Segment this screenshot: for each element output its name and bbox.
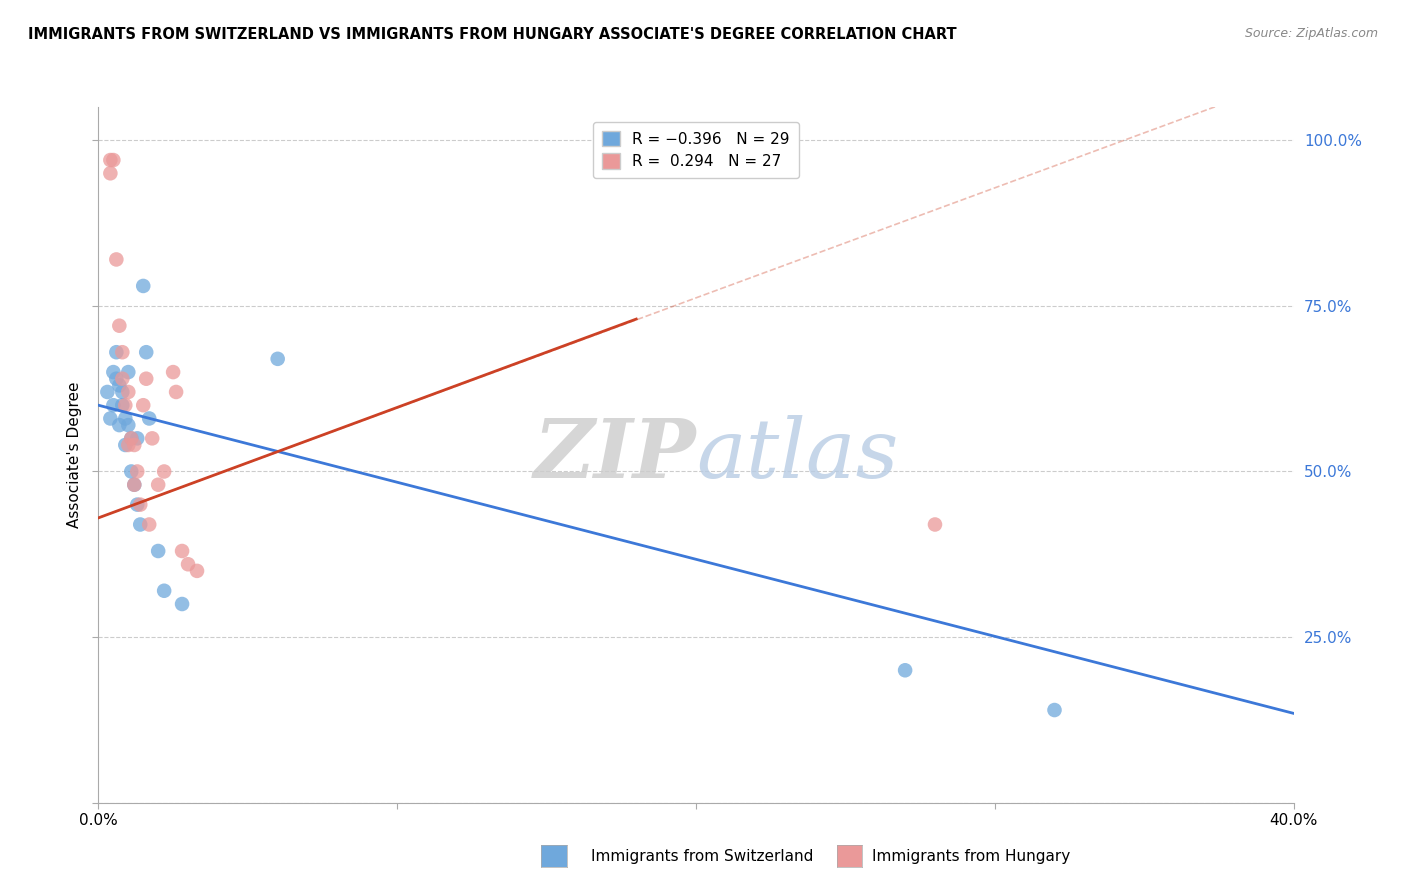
Point (186, 564, 208, 578)
Point (127, 431, 149, 445)
Y-axis label: Associate's Degree: Associate's Degree (66, 382, 82, 528)
Point (114, 438, 136, 452)
Point (153, 583, 176, 598)
Point (127, 465, 149, 479)
Point (177, 558, 200, 572)
Point (124, 477, 146, 491)
Point (103, 153, 125, 167)
Point (172, 544, 194, 558)
Point (114, 411, 136, 425)
Point (108, 378, 131, 392)
Point (267, 351, 290, 366)
Text: Immigrants from Hungary: Immigrants from Hungary (872, 849, 1070, 863)
Point (120, 431, 142, 445)
Point (111, 345, 134, 359)
Point (165, 384, 187, 399)
Point (103, 398, 125, 412)
Text: atlas: atlas (696, 415, 898, 495)
Point (1043, 703, 1066, 717)
Point (148, 544, 170, 558)
Point (924, 517, 946, 532)
Point (135, 372, 157, 386)
Point (127, 498, 149, 512)
Legend: R = −0.396   N = 29, R =  0.294   N = 27: R = −0.396 N = 29, R = 0.294 N = 27 (593, 121, 799, 178)
Point (108, 418, 131, 433)
Point (117, 365, 139, 379)
Point (103, 365, 125, 379)
Point (172, 597, 194, 611)
Point (111, 384, 134, 399)
Point (132, 279, 155, 293)
Point (141, 431, 163, 445)
Point (114, 398, 136, 412)
Point (132, 398, 155, 412)
Point (96, 384, 118, 399)
Point (138, 517, 160, 532)
Point (120, 465, 142, 479)
Point (124, 477, 146, 491)
Point (124, 438, 146, 452)
Point (129, 498, 152, 512)
Point (138, 411, 160, 425)
Text: Source: ZipAtlas.com: Source: ZipAtlas.com (1244, 27, 1378, 40)
Point (148, 477, 170, 491)
Point (98, 166, 122, 180)
Point (105, 372, 128, 386)
Point (894, 663, 917, 677)
Point (98, 153, 122, 167)
Point (129, 517, 152, 532)
Point (162, 365, 184, 379)
Point (111, 398, 134, 412)
Point (111, 372, 134, 386)
Text: IMMIGRANTS FROM SWITZERLAND VS IMMIGRANTS FROM HUNGARY ASSOCIATE'S DEGREE CORREL: IMMIGRANTS FROM SWITZERLAND VS IMMIGRANT… (28, 27, 956, 42)
Point (117, 438, 139, 452)
Point (117, 384, 139, 399)
Point (105, 345, 128, 359)
Point (120, 431, 142, 445)
Point (105, 252, 128, 267)
Point (108, 318, 131, 333)
Point (153, 465, 176, 479)
Point (117, 418, 139, 433)
Text: Immigrants from Switzerland: Immigrants from Switzerland (591, 849, 813, 863)
Text: ZIP: ZIP (533, 415, 696, 495)
Point (135, 345, 157, 359)
Point (98, 411, 122, 425)
